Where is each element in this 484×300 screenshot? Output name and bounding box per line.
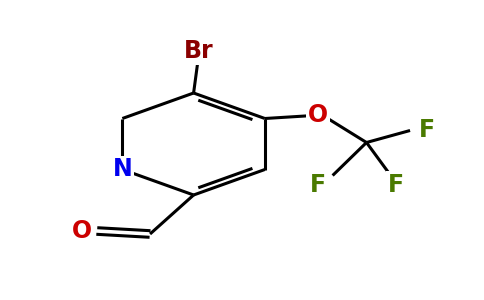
- Text: N: N: [112, 158, 132, 182]
- Text: F: F: [388, 172, 404, 197]
- Text: O: O: [308, 103, 328, 127]
- Text: O: O: [72, 219, 92, 243]
- Text: F: F: [310, 172, 326, 197]
- Text: Br: Br: [183, 39, 213, 63]
- Text: F: F: [419, 118, 435, 142]
